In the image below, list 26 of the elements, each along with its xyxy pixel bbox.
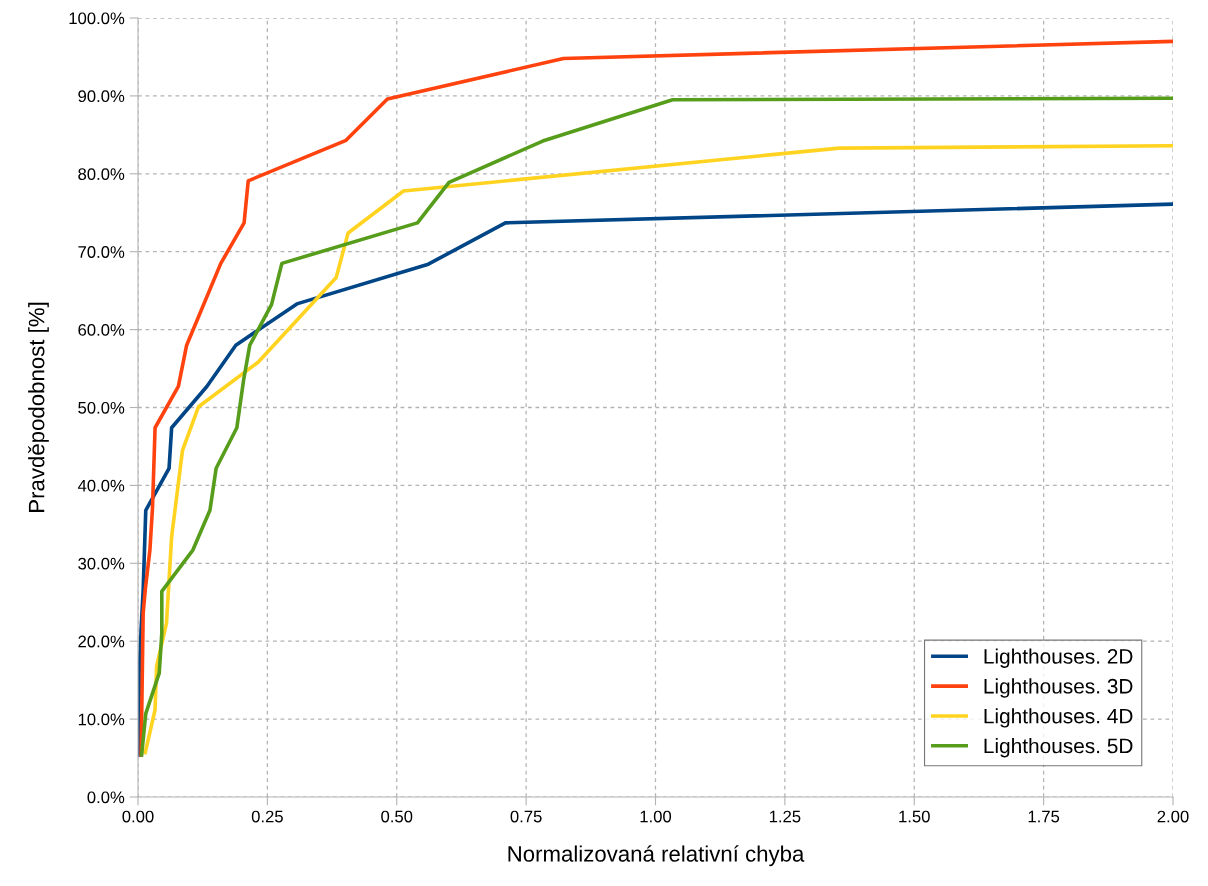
x-tick-label: 0.50 [381, 810, 413, 823]
x-tick-label: 2.00 [1157, 810, 1189, 823]
y-tick-label: 80.0% [78, 168, 125, 180]
y-tick-label: 70.0% [78, 246, 125, 258]
y-tick-label: 0.0% [87, 791, 125, 804]
y-tick-label: 30.0% [78, 557, 125, 570]
x-tick-label: 1.25 [769, 810, 801, 823]
x-tick-label: 0.00 [122, 810, 154, 823]
y-tick-label: 50.0% [78, 401, 125, 414]
x-tick-label: 0.25 [251, 810, 283, 823]
x-tick-label: 1.75 [1028, 810, 1060, 823]
legend-label: Lighthouses. 5D [984, 738, 1133, 758]
y-tick-label: 20.0% [78, 635, 125, 648]
x-axis-title: Normalizovaná relativní chyba [508, 845, 805, 867]
y-tick-label: 10.0% [78, 713, 125, 726]
x-tick-label: 1.00 [640, 810, 672, 823]
x-tick-label: 1.50 [899, 810, 930, 823]
y-tick-label: 90.0% [78, 90, 125, 103]
y-tick-label: 100.0% [69, 12, 125, 25]
legend-label: Lighthouses. 3D [984, 678, 1133, 698]
legend-label: Lighthouses. 4D [984, 708, 1133, 728]
legend-label: Lighthouses. 2D [984, 648, 1133, 668]
y-tick-label: 60.0% [78, 324, 125, 336]
y-tick-label: 40.0% [77, 479, 125, 492]
y-axis-title: Pravděpodobnost [%] [28, 302, 49, 512]
x-tick-label: 0.75 [510, 810, 542, 823]
